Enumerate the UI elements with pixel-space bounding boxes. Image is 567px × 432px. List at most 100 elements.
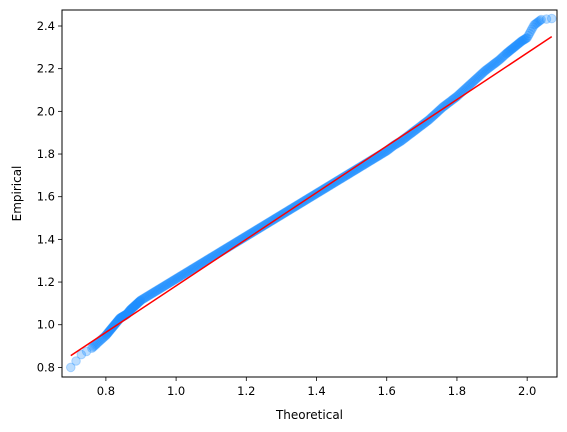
y-tick-label: 2.4	[37, 19, 55, 33]
data-point	[89, 341, 99, 351]
data-point	[510, 41, 520, 52]
data-point	[150, 286, 160, 297]
data-point	[328, 178, 338, 189]
data-point	[138, 293, 149, 304]
data-point	[546, 13, 557, 24]
data-point	[532, 17, 543, 28]
data-point	[183, 266, 193, 277]
data-point	[486, 61, 496, 72]
data-point	[200, 256, 211, 266]
data-point	[126, 303, 137, 314]
x-tick-label: 1.2	[237, 384, 255, 398]
data-point	[144, 290, 154, 301]
data-point	[129, 301, 140, 311]
x-axis-ticks: 0.8 1.0 1.2 1.4 1.6 1.8 2.0	[97, 377, 536, 398]
data-point	[185, 265, 195, 276]
data-point	[470, 74, 481, 85]
data-point	[201, 255, 212, 266]
data-point	[163, 279, 173, 289]
data-point	[267, 215, 277, 226]
data-point	[493, 56, 503, 66]
data-point	[535, 15, 545, 26]
data-point	[501, 48, 511, 59]
data-point	[483, 63, 494, 73]
data-point	[65, 362, 76, 373]
data-point	[178, 269, 188, 280]
data-point	[174, 271, 185, 282]
data-point	[103, 327, 114, 338]
data-point	[329, 178, 339, 188]
reference-line-layer	[70, 36, 553, 357]
data-point	[536, 14, 547, 25]
data-point	[506, 44, 517, 55]
data-point	[187, 264, 198, 274]
data-point	[158, 281, 169, 292]
data-point	[511, 40, 522, 51]
data-point	[488, 59, 499, 70]
data-point	[153, 284, 164, 295]
data-point	[472, 73, 482, 84]
data-point	[149, 287, 159, 298]
data-point	[194, 259, 205, 270]
data-point	[438, 102, 448, 112]
data-point	[132, 299, 142, 309]
data-point	[262, 218, 273, 229]
y-tick-label: 2.2	[37, 62, 55, 76]
y-tick-label: 1.2	[37, 275, 55, 289]
data-point	[166, 276, 177, 287]
data-point	[199, 256, 209, 267]
data-point	[136, 295, 146, 305]
data-point	[479, 67, 489, 77]
data-point	[177, 270, 187, 281]
data-point	[476, 69, 487, 79]
data-point	[480, 66, 490, 76]
data-point	[133, 298, 143, 308]
data-point	[517, 36, 527, 46]
data-point	[128, 302, 138, 313]
data-point	[489, 58, 500, 69]
data-point	[521, 33, 532, 44]
data-point	[129, 301, 139, 312]
data-point	[168, 275, 179, 286]
data-point	[331, 176, 342, 187]
data-point	[468, 76, 479, 87]
data-point	[152, 285, 163, 296]
data-point	[109, 319, 120, 330]
data-point	[157, 282, 167, 293]
data-point	[465, 79, 475, 90]
data-point	[147, 288, 158, 298]
data-point	[264, 217, 275, 227]
y-tick-label: 2.0	[37, 104, 55, 118]
data-point	[496, 53, 507, 63]
data-point	[165, 277, 176, 288]
data-point	[145, 289, 156, 300]
data-point	[146, 288, 157, 299]
data-point	[462, 82, 473, 92]
data-point	[467, 77, 477, 88]
data-point	[481, 65, 492, 75]
data-point	[167, 276, 178, 286]
data-point	[326, 179, 337, 190]
data-point	[505, 45, 516, 55]
data-point	[263, 217, 274, 228]
data-point	[507, 43, 518, 54]
data-point	[139, 293, 150, 303]
data-point	[422, 115, 433, 126]
data-point	[192, 261, 202, 271]
data-point	[541, 14, 552, 24]
data-point	[498, 51, 509, 61]
data-point	[202, 254, 213, 265]
data-point	[195, 259, 206, 269]
data-point	[71, 356, 81, 366]
data-point	[125, 305, 135, 316]
data-point	[523, 30, 534, 41]
data-point	[184, 266, 194, 276]
data-point	[124, 306, 135, 317]
data-point	[134, 296, 145, 307]
scatter-points	[65, 13, 557, 373]
data-point	[524, 28, 535, 39]
y-tick-label: 1.8	[37, 147, 55, 161]
data-point	[133, 297, 144, 308]
reference-line	[70, 36, 553, 357]
data-point	[529, 20, 539, 30]
